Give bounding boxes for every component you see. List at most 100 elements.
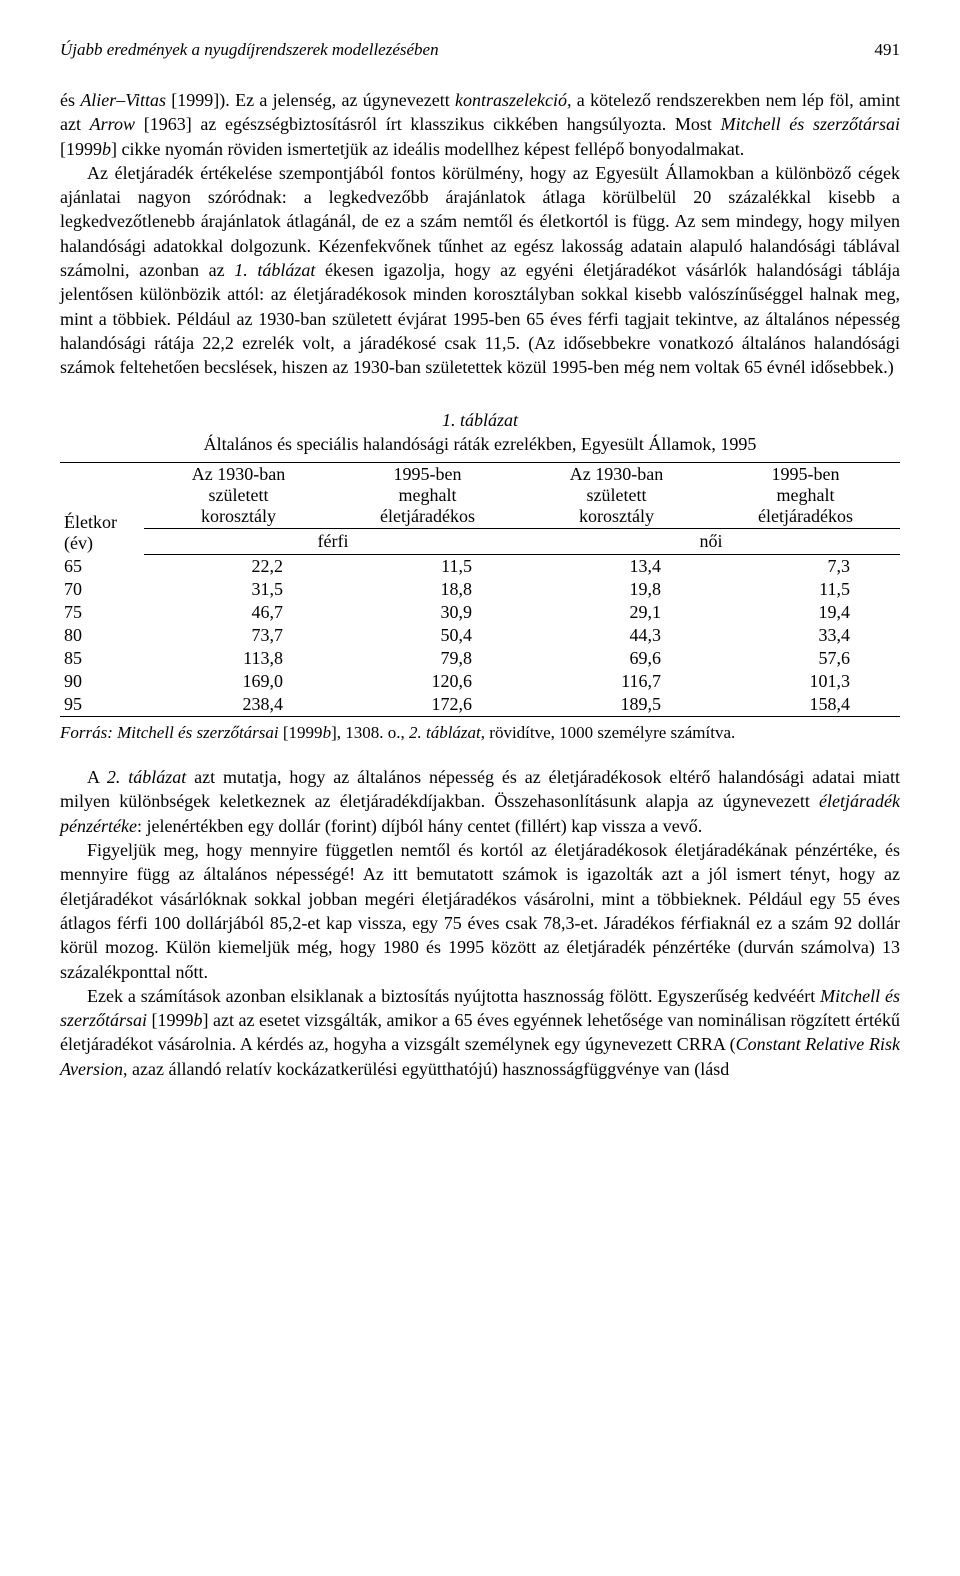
table-body: 6522,211,513,47,37031,518,819,811,57546,… bbox=[60, 555, 900, 717]
cell-male-cohort: 31,5 bbox=[144, 578, 333, 601]
table-row: 8073,750,444,333,4 bbox=[60, 624, 900, 647]
cell-male-annuitant: 120,6 bbox=[333, 670, 522, 693]
cell-male-annuitant: 11,5 bbox=[333, 555, 522, 579]
cell-age: 95 bbox=[60, 693, 144, 717]
text: (év) bbox=[64, 533, 93, 553]
col-header-2: 1995-ben meghalt életjáradékos bbox=[333, 463, 522, 529]
cell-female-annuitant: 19,4 bbox=[711, 601, 900, 624]
text: Ezek a számítások azonban elsiklanak a b… bbox=[87, 986, 820, 1006]
cell-female-annuitant: 57,6 bbox=[711, 647, 900, 670]
cell-age: 65 bbox=[60, 555, 144, 579]
col-header-3: Az 1930-ban született korosztály bbox=[522, 463, 711, 529]
text: , rövidítve, 1000 személyre számítva. bbox=[481, 723, 735, 742]
text: és bbox=[60, 90, 80, 110]
text: ] cikke nyomán röviden ismertetjük az id… bbox=[111, 139, 744, 159]
term: kontraszelekció, bbox=[455, 90, 571, 110]
table-subheader-row: férfi női bbox=[60, 529, 900, 555]
cell-female-annuitant: 7,3 bbox=[711, 555, 900, 579]
table-header-row: Életkor (év) Az 1930-ban született koros… bbox=[60, 463, 900, 529]
cell-male-cohort: 22,2 bbox=[144, 555, 333, 579]
cell-male-cohort: 46,7 bbox=[144, 601, 333, 624]
table-1: 1. táblázat Általános és speciális halan… bbox=[60, 408, 900, 744]
cell-female-cohort: 19,8 bbox=[522, 578, 711, 601]
table-row: 7031,518,819,811,5 bbox=[60, 578, 900, 601]
cell-male-cohort: 169,0 bbox=[144, 670, 333, 693]
text: A bbox=[87, 767, 107, 787]
cell-female-cohort: 69,6 bbox=[522, 647, 711, 670]
cell-male-annuitant: 50,4 bbox=[333, 624, 522, 647]
citation-name: Alier–Vittas bbox=[80, 90, 166, 110]
cell-female-annuitant: 158,4 bbox=[711, 693, 900, 717]
text: 1995-ben bbox=[394, 464, 462, 484]
col-header-age: Életkor (év) bbox=[60, 463, 144, 555]
table-source: Forrás: Mitchell és szerzőtársai [1999b]… bbox=[60, 723, 900, 743]
text: meghalt bbox=[777, 485, 835, 505]
text: [1999 bbox=[283, 723, 323, 742]
col-header-1: Az 1930-ban született korosztály bbox=[144, 463, 333, 529]
table-row: 90169,0120,6116,7101,3 bbox=[60, 670, 900, 693]
col-header-4: 1995-ben meghalt életjáradékos bbox=[711, 463, 900, 529]
text: 2. táblázat bbox=[409, 723, 481, 742]
cell-female-cohort: 116,7 bbox=[522, 670, 711, 693]
cell-female-annuitant: 33,4 bbox=[711, 624, 900, 647]
citation-name: Mitchell és szerzőtársai bbox=[721, 114, 900, 134]
paragraph-4: Figyeljük meg, hogy mennyire független n… bbox=[60, 838, 900, 984]
cell-male-cohort: 113,8 bbox=[144, 647, 333, 670]
text: született bbox=[209, 485, 269, 505]
citation-name: Arrow bbox=[90, 114, 135, 134]
text: Figyeljük meg, hogy mennyire független n… bbox=[60, 840, 900, 981]
page: Újabb eredmények a nyugdíjrendszerek mod… bbox=[0, 0, 960, 1121]
cell-male-cohort: 73,7 bbox=[144, 624, 333, 647]
text: Forrás: Mitchell és szerzőtársai bbox=[60, 723, 283, 742]
text: korosztály bbox=[201, 506, 276, 526]
cell-female-annuitant: 101,3 bbox=[711, 670, 900, 693]
cell-female-cohort: 29,1 bbox=[522, 601, 711, 624]
table-row: 95238,4172,6189,5158,4 bbox=[60, 693, 900, 717]
cell-age: 80 bbox=[60, 624, 144, 647]
paragraph-3: A 2. táblázat azt mutatja, hogy az által… bbox=[60, 765, 900, 838]
text: : jelenértékben egy dollár (forint) díjb… bbox=[137, 816, 702, 836]
text: 1995-ben bbox=[772, 464, 840, 484]
cell-female-cohort: 13,4 bbox=[522, 555, 711, 579]
cell-female-cohort: 189,5 bbox=[522, 693, 711, 717]
table-row: 85113,879,869,657,6 bbox=[60, 647, 900, 670]
text: Életkor bbox=[64, 512, 117, 532]
cell-male-annuitant: 79,8 bbox=[333, 647, 522, 670]
text: [1963] az egészségbiztosításról írt klas… bbox=[135, 114, 721, 134]
running-title: Újabb eredmények a nyugdíjrendszerek mod… bbox=[60, 40, 439, 60]
cell-male-annuitant: 172,6 bbox=[333, 693, 522, 717]
cell-male-annuitant: 30,9 bbox=[333, 601, 522, 624]
text: [1999 bbox=[147, 1010, 194, 1030]
paragraph-1: és Alier–Vittas [1999]). Ez a jelenség, … bbox=[60, 88, 900, 161]
cell-male-cohort: 238,4 bbox=[144, 693, 333, 717]
running-header: Újabb eredmények a nyugdíjrendszerek mod… bbox=[60, 40, 900, 60]
text: korosztály bbox=[579, 506, 654, 526]
cell-female-cohort: 44,3 bbox=[522, 624, 711, 647]
table-ref: 1. táblázat bbox=[234, 260, 315, 280]
cell-age: 70 bbox=[60, 578, 144, 601]
cell-age: 85 bbox=[60, 647, 144, 670]
table-title: Általános és speciális halandósági ráták… bbox=[204, 434, 757, 454]
paragraph-5: Ezek a számítások azonban elsiklanak a b… bbox=[60, 984, 900, 1081]
text: életjáradékos bbox=[758, 506, 853, 526]
text: Az 1930-ban bbox=[570, 464, 663, 484]
text: azt mutatja, hogy az általános népesség … bbox=[60, 767, 900, 811]
subhead-female: női bbox=[522, 529, 900, 555]
table-ref: 2. táblázat bbox=[107, 767, 186, 787]
subhead-male: férfi bbox=[144, 529, 522, 555]
cell-male-annuitant: 18,8 bbox=[333, 578, 522, 601]
mortality-table: Életkor (év) Az 1930-ban született koros… bbox=[60, 462, 900, 717]
text: életjáradékos bbox=[380, 506, 475, 526]
table-caption: 1. táblázat Általános és speciális halan… bbox=[60, 408, 900, 457]
table-row: 6522,211,513,47,3 bbox=[60, 555, 900, 579]
text: ], 1308. o., bbox=[331, 723, 409, 742]
citation-suffix: b bbox=[102, 139, 111, 159]
text: Az 1930-ban bbox=[192, 464, 285, 484]
text: meghalt bbox=[399, 485, 457, 505]
text: , azaz állandó relatív kockázatkerülési … bbox=[123, 1059, 729, 1079]
citation-suffix: b bbox=[194, 1010, 203, 1030]
table-number: 1. táblázat bbox=[442, 410, 518, 430]
paragraph-2: Az életjáradék értékelése szempontjából … bbox=[60, 161, 900, 380]
table-row: 7546,730,929,119,4 bbox=[60, 601, 900, 624]
page-number: 491 bbox=[875, 40, 901, 60]
